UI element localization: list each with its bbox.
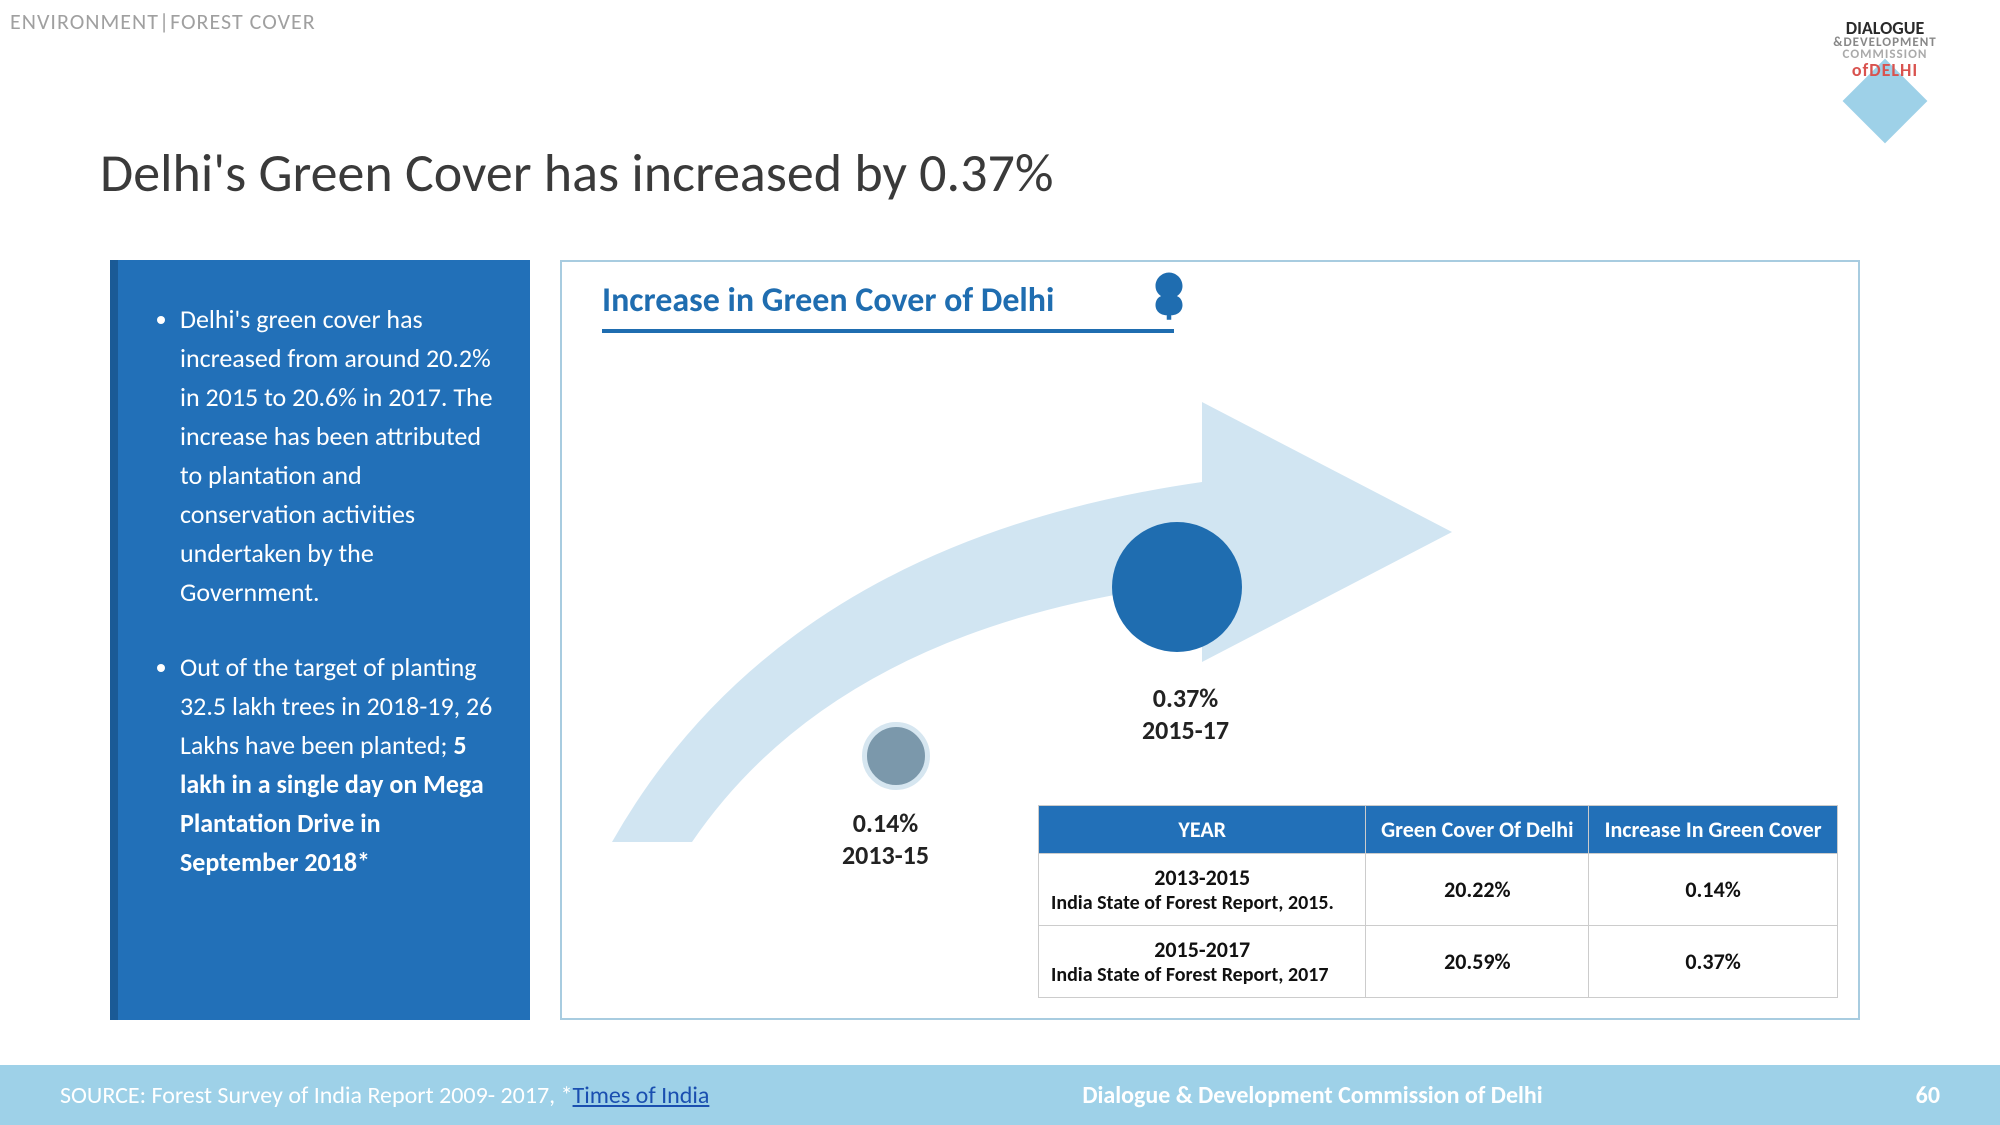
point-percent: 0.14% (842, 807, 929, 839)
growth-arrow: 0.14% 2013-15 0.37% 2015-17 (582, 342, 1482, 842)
logo-line4: ofDELHI (1810, 62, 1960, 79)
table-header: YEAR (1039, 806, 1366, 854)
point-period: 2015-17 (1142, 714, 1229, 746)
footer: SOURCE: Forest Survey of India Report 20… (0, 1065, 2000, 1125)
source-text: SOURCE: Forest Survey of India Report 20… (60, 1081, 573, 1110)
cell-increase: 0.37% (1589, 926, 1838, 998)
breadcrumb: ENVIRONMENT|FOREST COVER (10, 8, 316, 35)
data-point-label-2: 0.37% 2015-17 (1142, 682, 1229, 746)
footer-center: Dialogue & Development Commission of Del… (1082, 1081, 1542, 1110)
table-header: Increase In Green Cover (1589, 806, 1838, 854)
table-row: 2013-2015 India State of Forest Report, … (1039, 854, 1838, 926)
data-point-circle-2 (1112, 522, 1242, 652)
chart-title: Increase in Green Cover of Delhi (602, 280, 1174, 333)
arrow-shape-icon (612, 402, 1452, 842)
logo: DIALOGUE &DEVELOPMENT COMMISSION ofDELHI (1810, 20, 1960, 131)
tree-icon (1142, 268, 1196, 327)
page-title: Delhi's Green Cover has increased by 0.3… (100, 140, 1053, 206)
table-row: 2015-2017 India State of Forest Report, … (1039, 926, 1838, 998)
point-percent: 0.37% (1142, 682, 1229, 714)
cell-increase: 0.14% (1589, 854, 1838, 926)
point-period: 2013-15 (842, 839, 929, 871)
table-header: Green Cover Of Delhi (1366, 806, 1589, 854)
chart-panel: Increase in Green Cover of Delhi 0.14% 2… (560, 260, 1860, 1020)
cell-cover: 20.22% (1366, 854, 1589, 926)
sidebar-bullet: Delhi's green cover has increased from a… (180, 300, 500, 612)
bullet-text: Out of the target of planting 32.5 lakh … (180, 651, 492, 761)
bullet-text: Delhi's green cover has increased from a… (180, 303, 493, 608)
source-link[interactable]: Times of India (573, 1081, 710, 1110)
sidebar-info-box: Delhi's green cover has increased from a… (110, 260, 530, 1020)
data-point-label-1: 0.14% 2013-15 (842, 807, 929, 871)
page-number: 60 (1916, 1081, 1940, 1110)
data-table: YEAR Green Cover Of Delhi Increase In Gr… (1038, 805, 1838, 998)
cell-year: 2013-2015 (1051, 864, 1353, 891)
cell-cover: 20.59% (1366, 926, 1589, 998)
cell-sub: India State of Forest Report, 2015. (1051, 891, 1353, 915)
cell-sub: India State of Forest Report, 2017 (1051, 963, 1353, 987)
data-point-circle-1 (862, 722, 930, 790)
footer-source: SOURCE: Forest Survey of India Report 20… (60, 1081, 709, 1110)
sidebar-bullet: Out of the target of planting 32.5 lakh … (180, 648, 500, 882)
cell-year: 2015-2017 (1051, 936, 1353, 963)
